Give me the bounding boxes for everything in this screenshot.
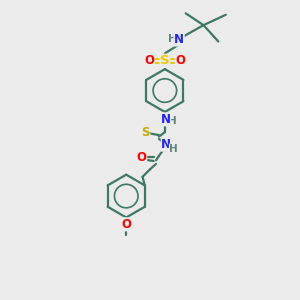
Text: H: H (168, 34, 177, 44)
Text: H: H (169, 144, 178, 154)
Text: O: O (144, 54, 154, 67)
Text: S: S (160, 54, 170, 67)
Text: O: O (137, 151, 147, 164)
Text: S: S (141, 126, 150, 139)
Text: N: N (160, 113, 170, 126)
Text: N: N (174, 33, 184, 46)
Text: N: N (161, 138, 171, 151)
Text: H: H (168, 116, 177, 126)
Text: O: O (121, 218, 131, 231)
Text: O: O (175, 54, 185, 67)
